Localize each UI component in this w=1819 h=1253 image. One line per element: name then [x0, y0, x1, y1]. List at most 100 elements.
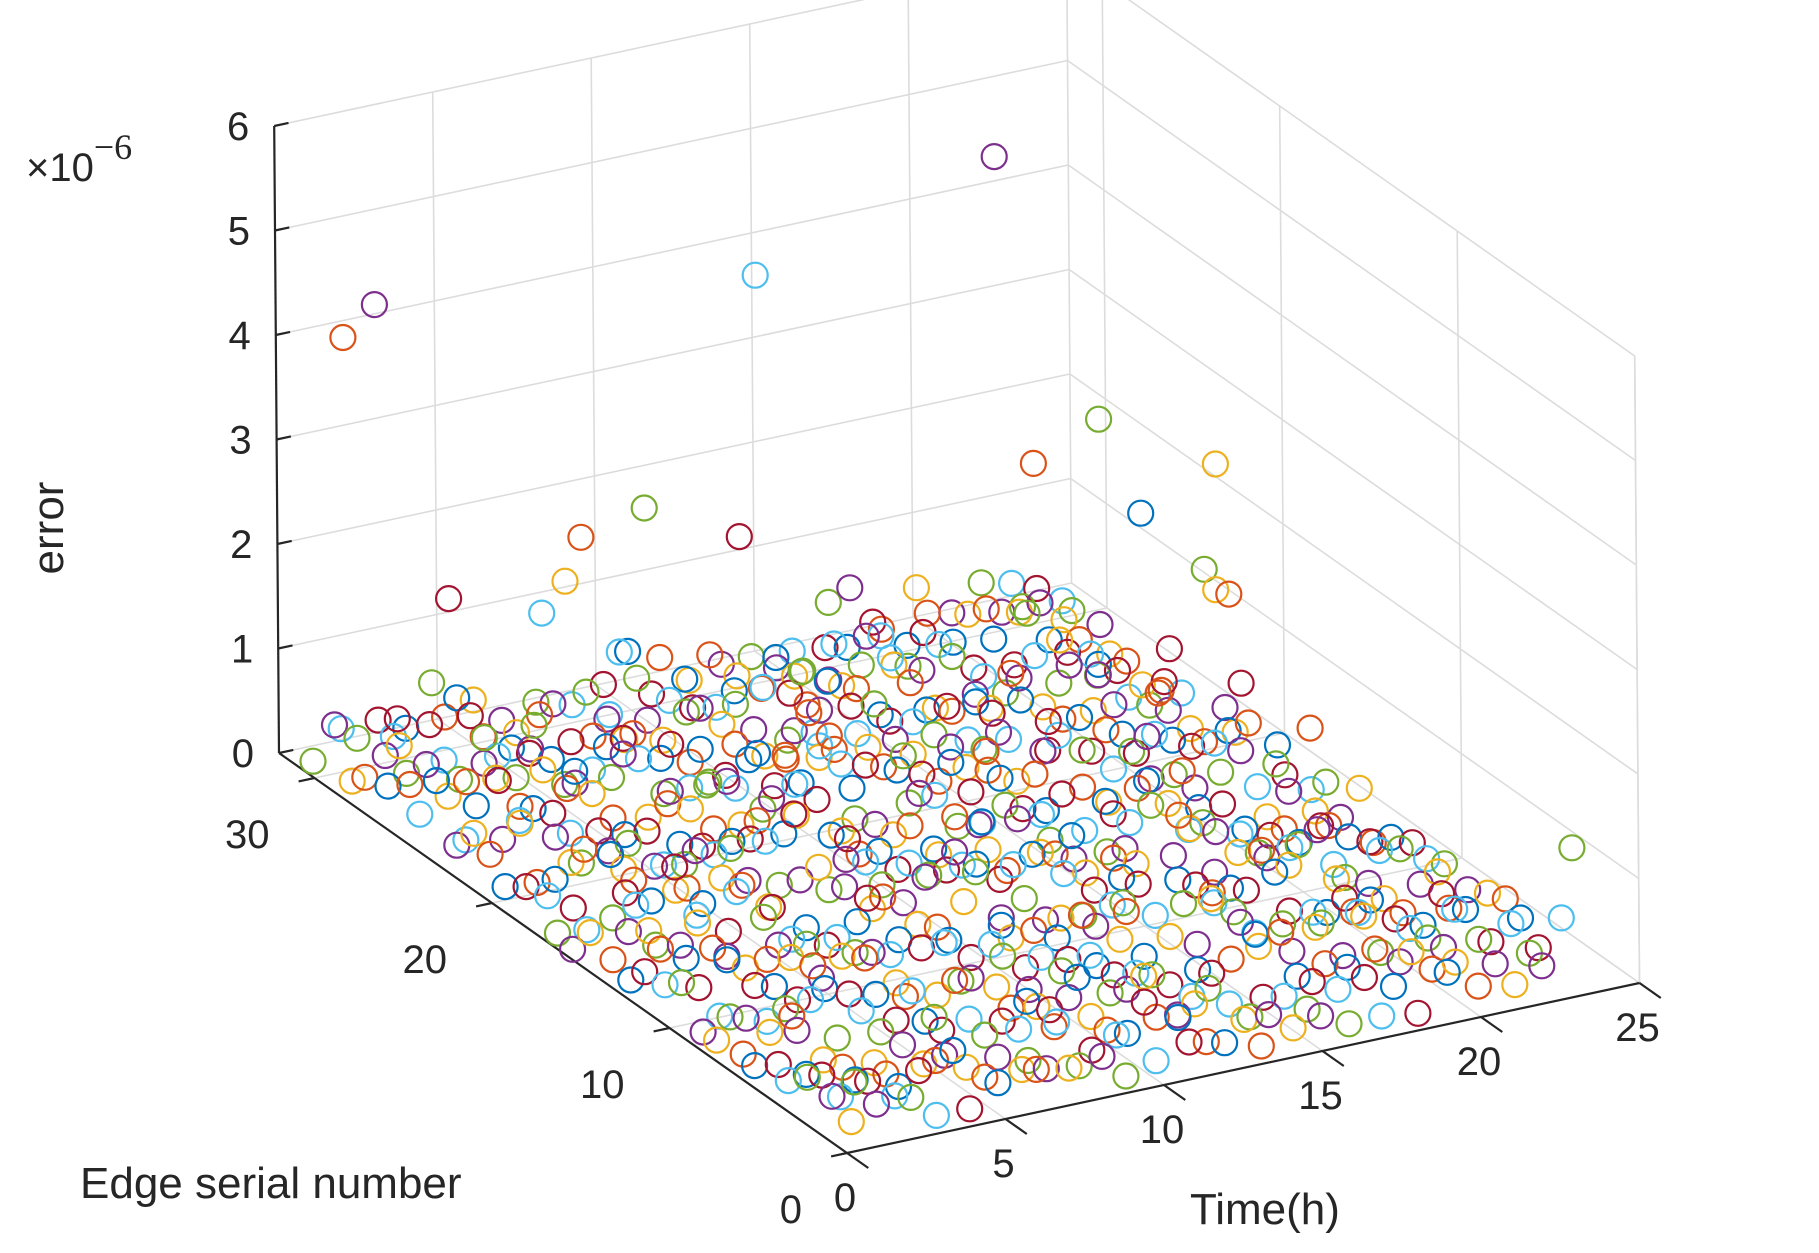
data-point: [1096, 979, 1124, 1007]
data-point: [1232, 876, 1261, 904]
data-point: [1045, 669, 1073, 697]
data-point: [637, 887, 666, 915]
data-point: [1169, 889, 1198, 918]
data-point: [940, 966, 969, 995]
data-point: [1414, 924, 1442, 952]
data-point: [1122, 850, 1150, 878]
data-point: [633, 817, 661, 845]
data-point: [573, 916, 601, 944]
data-point: [561, 769, 589, 797]
data-point: [1386, 835, 1414, 863]
data-point: [1050, 606, 1078, 634]
data-point: [921, 694, 950, 722]
data-point: [689, 1018, 717, 1046]
data-point: [522, 688, 550, 716]
data-point: [551, 567, 579, 595]
data-point: [902, 574, 931, 602]
data-point: [1063, 963, 1091, 992]
data-point: [1247, 1032, 1275, 1060]
data-point: [1547, 904, 1575, 932]
data-point: [728, 871, 756, 899]
data-point: [1078, 737, 1106, 765]
data-point: [957, 964, 985, 992]
data-point: [452, 768, 481, 796]
data-point: [327, 715, 355, 743]
data-point: [1344, 898, 1372, 927]
grid-lines: [273, 0, 1641, 1154]
data-point: [938, 697, 966, 725]
data-point: [867, 1018, 895, 1046]
data-point: [1215, 990, 1244, 1018]
data-point: [1201, 450, 1230, 478]
data-point: [1227, 669, 1255, 697]
wall-grid-line: [1071, 582, 1640, 984]
data-point: [1303, 816, 1331, 844]
wall-grid-line: [1067, 164, 1637, 566]
wall-grid-line: [274, 0, 866, 127]
data-point: [695, 768, 723, 796]
data-point: [533, 882, 562, 910]
data-point: [578, 756, 607, 784]
data-point: [813, 667, 841, 695]
data-point: [460, 819, 488, 847]
data-point: [1528, 952, 1556, 980]
data-point: [599, 804, 627, 832]
data-point: [1128, 671, 1156, 699]
data-point: [883, 756, 911, 784]
data-point: [1008, 1055, 1036, 1084]
z-exponent-label: ×10−6: [26, 127, 132, 190]
data-point: [1356, 828, 1384, 856]
data-point: [956, 1095, 984, 1123]
data-point: [955, 1005, 983, 1033]
data-point: [1298, 967, 1326, 996]
wall-grid-line: [1101, 0, 1108, 609]
data-point: [805, 696, 834, 724]
data-point: [941, 803, 969, 831]
data-point: [852, 622, 880, 650]
data-point: [826, 1083, 855, 1111]
wall-grid-line: [907, 0, 914, 618]
y-tick-mark: [475, 901, 493, 908]
data-point: [1080, 876, 1109, 904]
data-point: [911, 863, 939, 891]
data-point: [1144, 679, 1172, 707]
data-point: [1477, 928, 1505, 956]
data-point: [443, 831, 471, 859]
data-point: [1261, 858, 1289, 886]
data-point: [634, 803, 662, 831]
data-point: [756, 1018, 784, 1047]
data-point: [939, 1036, 967, 1065]
data-point: [1312, 768, 1340, 796]
data-point: [1192, 1027, 1220, 1056]
data-point: [1398, 829, 1426, 857]
floor-grid-line: [491, 732, 1285, 904]
data-point: [980, 143, 1008, 171]
data-point: [999, 850, 1027, 879]
data-point: [762, 643, 790, 672]
data-point: [1047, 957, 1076, 985]
data-point: [889, 742, 917, 770]
data-point: [595, 700, 624, 729]
z-tick-mark: [274, 226, 290, 232]
data-point: [476, 840, 504, 868]
data-point: [971, 1063, 999, 1091]
data-point: [732, 1004, 760, 1032]
data-point: [1067, 901, 1096, 929]
z-tick-mark: [277, 539, 292, 546]
data-point: [1155, 635, 1184, 663]
data-point: [1159, 841, 1188, 870]
data-point: [921, 781, 949, 809]
data-point: [725, 522, 753, 551]
data-point: [646, 643, 674, 672]
data-point: [851, 751, 880, 779]
data-point: [605, 638, 633, 666]
x-axis-label: Time(h): [1190, 1185, 1340, 1234]
data-point: [683, 909, 712, 937]
data-point: [713, 767, 741, 795]
x-tick-label: 20: [1457, 1040, 1502, 1084]
data-point: [997, 569, 1026, 598]
data-point: [1558, 834, 1586, 862]
wall-grid-line: [1127, 0, 1636, 357]
data-point: [1350, 902, 1378, 930]
data-point: [1217, 945, 1245, 973]
